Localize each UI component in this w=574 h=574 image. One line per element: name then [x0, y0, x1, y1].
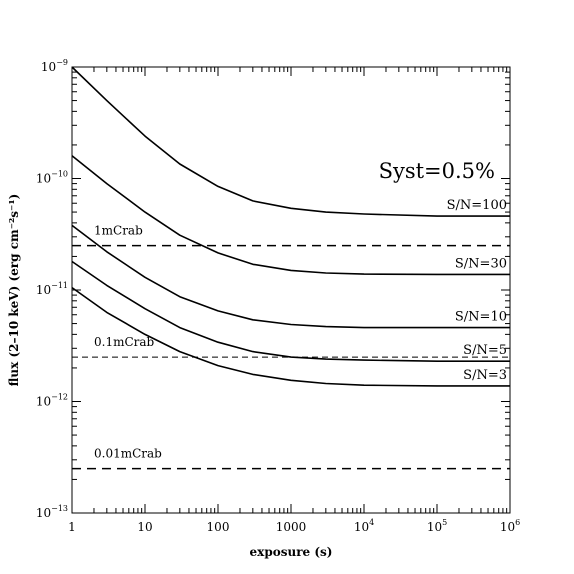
ref-label-0-1mcrab: 0.1mCrab	[94, 335, 155, 349]
reference-labels: 1mCrab 0.1mCrab 0.01mCrab	[94, 224, 162, 461]
x-tick-label: 106	[500, 518, 520, 534]
reference-lines	[72, 244, 510, 470]
ref-label-0-01mcrab: 0.01mCrab	[94, 447, 162, 461]
series-lines	[71, 66, 510, 387]
series-label-s-n-100: S/N=100	[447, 198, 507, 213]
y-tick-label: 10−9	[41, 58, 68, 74]
series-label-s-n-10: S/N=10	[455, 310, 507, 325]
y-tick-label: 10−13	[36, 504, 68, 520]
y-axis-label: flux (2–10 keV) (erg cm⁻²s⁻¹)	[7, 194, 21, 387]
x-tick-label: 105	[427, 518, 447, 534]
series-label-s-n-3: S/N=3	[463, 368, 507, 383]
x-tick-label: 10	[137, 520, 152, 534]
axis-ticks	[71, 67, 510, 514]
y-tick-label: 10−12	[36, 393, 68, 409]
series-line-s-n-30	[71, 155, 510, 276]
y-tick-label: 10−10	[36, 170, 68, 186]
series-line-s-n-5	[71, 260, 510, 362]
series-label-s-n-5: S/N=5	[463, 343, 507, 358]
syst-annotation: Syst=0.5%	[379, 159, 495, 183]
x-axis-label: exposure (s)	[250, 545, 333, 559]
series-line-s-n-3	[71, 286, 510, 387]
series-labels: S/N=100 S/N=30 S/N=10 S/N=5 S/N=3	[447, 198, 507, 383]
x-tick-label: 100	[207, 520, 230, 534]
series-line-s-n-10	[71, 224, 510, 329]
ref-label-1mcrab: 1mCrab	[94, 224, 143, 238]
x-tick-label: 1	[68, 520, 76, 534]
tick-labels: 1 10 100 1000 104 105 106 10−13 10−12 10−11 10−10 1…	[36, 58, 520, 534]
series-label-s-n-30: S/N=30	[455, 256, 507, 271]
y-tick-label: 10−11	[36, 281, 68, 297]
series-line-s-n-100	[71, 66, 510, 217]
x-tick-label: 104	[354, 518, 374, 534]
x-tick-label: 1000	[276, 520, 307, 534]
plot-frame	[71, 66, 511, 514]
